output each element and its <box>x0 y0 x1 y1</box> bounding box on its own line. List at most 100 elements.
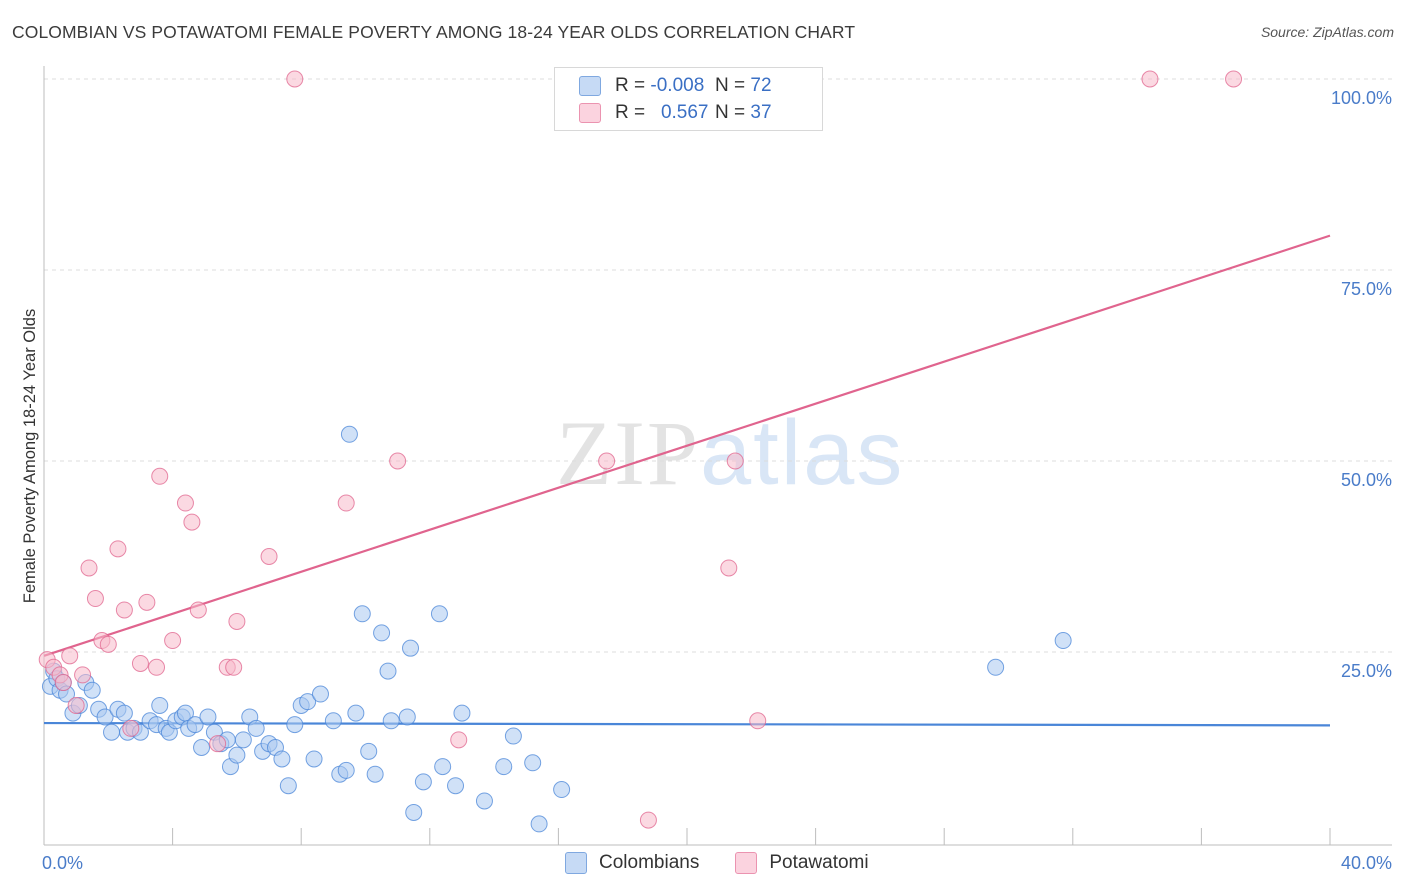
y-tick-label: 100.0% <box>1331 88 1392 108</box>
legend-r-value: -0.008 <box>650 75 705 96</box>
watermark: ZIPatlas <box>556 400 904 506</box>
axis-labels: 25.0% 50.0% 75.0% 100.0% 0.0% 40.0% Female Pov… <box>21 88 1392 873</box>
y-tick-label: 25.0% <box>1341 661 1392 681</box>
point-potawatomi <box>1141 70 1159 88</box>
series-label-potawatomi: Potawatomi <box>769 852 869 873</box>
source-label: Source: ZipAtlas.com <box>1260 24 1394 40</box>
series-swatch-potawatomi <box>735 852 758 874</box>
point-potawatomi <box>720 559 738 577</box>
point-colombians <box>286 716 304 734</box>
point-colombians <box>340 425 358 443</box>
point-colombians <box>414 773 432 791</box>
point-potawatomi <box>151 467 169 485</box>
point-colombians <box>193 739 211 756</box>
point-colombians <box>524 754 542 772</box>
point-potawatomi <box>80 559 98 577</box>
point-potawatomi <box>260 548 278 565</box>
point-potawatomi <box>389 452 407 470</box>
point-colombians <box>453 704 471 722</box>
point-colombians <box>247 719 265 737</box>
point-potawatomi <box>99 635 117 653</box>
point-potawatomi <box>74 666 92 684</box>
point-potawatomi <box>109 540 127 558</box>
series-swatch-colombians <box>565 852 587 874</box>
point-potawatomi <box>164 632 182 650</box>
point-potawatomi <box>148 658 166 676</box>
point-colombians <box>398 708 416 726</box>
point-colombians <box>186 716 204 734</box>
point-colombians <box>199 708 217 726</box>
series-label-colombians: Colombians <box>599 852 700 873</box>
point-colombians <box>379 662 397 680</box>
point-potawatomi <box>115 601 133 619</box>
point-potawatomi <box>639 811 657 829</box>
legend-n-value: 37 <box>750 102 772 123</box>
watermark-zip: ZIP <box>556 402 700 504</box>
point-colombians <box>447 777 465 795</box>
point-potawatomi <box>176 494 194 512</box>
point-potawatomi <box>286 70 304 88</box>
trend-line-colombians <box>43 721 1331 727</box>
point-potawatomi <box>598 452 616 470</box>
data-points <box>38 70 1243 833</box>
point-colombians <box>83 681 101 699</box>
point-potawatomi <box>749 712 767 730</box>
point-potawatomi <box>86 590 104 608</box>
point-colombians <box>430 605 448 623</box>
legend-row-potawatomi: R = 0.567 N = 37 <box>579 100 772 126</box>
point-potawatomi <box>225 658 243 676</box>
point-potawatomi <box>450 731 468 749</box>
y-tick-label: 50.0% <box>1341 470 1392 490</box>
point-potawatomi <box>726 452 744 470</box>
point-colombians <box>360 742 378 760</box>
point-colombians <box>1054 632 1072 650</box>
point-colombians <box>553 781 571 799</box>
point-colombians <box>402 639 420 657</box>
point-colombians <box>311 685 329 703</box>
legend-n-value: 72 <box>750 75 772 96</box>
point-colombians <box>987 658 1005 676</box>
point-colombians <box>324 712 342 730</box>
correlation-legend: R = -0.008 N = 72 R = 0.567 N = 37 <box>554 67 823 131</box>
legend-n-label: N = <box>715 75 746 96</box>
point-potawatomi <box>337 494 355 512</box>
point-potawatomi <box>54 674 72 692</box>
series-legend-colombians: Colombians <box>565 852 699 874</box>
point-colombians <box>228 746 246 764</box>
point-colombians <box>353 605 371 623</box>
legend-r-label: R = <box>615 75 646 96</box>
point-colombians <box>405 803 423 821</box>
legend-row-colombians: R = -0.008 N = 72 <box>579 73 772 99</box>
point-potawatomi <box>189 601 207 619</box>
point-colombians <box>475 792 493 810</box>
axes <box>43 66 1392 846</box>
x-tick-label: 0.0% <box>42 853 83 873</box>
point-colombians <box>234 731 252 749</box>
point-colombians <box>434 758 452 776</box>
point-potawatomi <box>131 654 149 672</box>
legend-n-label: N = <box>715 102 746 123</box>
y-axis-title: Female Poverty Among 18-24 Year Olds <box>21 309 39 603</box>
gridlines <box>44 78 1392 653</box>
point-colombians <box>530 815 548 833</box>
point-potawatomi <box>138 593 156 611</box>
point-potawatomi <box>228 612 246 630</box>
point-colombians <box>103 723 121 741</box>
point-potawatomi <box>61 647 79 665</box>
point-potawatomi <box>183 513 201 531</box>
point-colombians <box>151 696 169 714</box>
legend-swatch-colombians <box>579 76 601 96</box>
point-colombians <box>366 765 384 783</box>
x-tick-label: 40.0% <box>1341 853 1392 873</box>
point-colombians <box>382 712 400 730</box>
point-colombians <box>299 693 317 711</box>
y-tick-label: 75.0% <box>1341 279 1392 299</box>
point-colombians <box>337 761 355 779</box>
series-legend-potawatomi: Potawatomi <box>735 852 869 874</box>
point-potawatomi <box>122 719 140 737</box>
point-colombians <box>115 704 133 722</box>
point-potawatomi <box>209 735 227 753</box>
point-colombians <box>279 777 297 795</box>
point-colombians <box>305 750 323 768</box>
